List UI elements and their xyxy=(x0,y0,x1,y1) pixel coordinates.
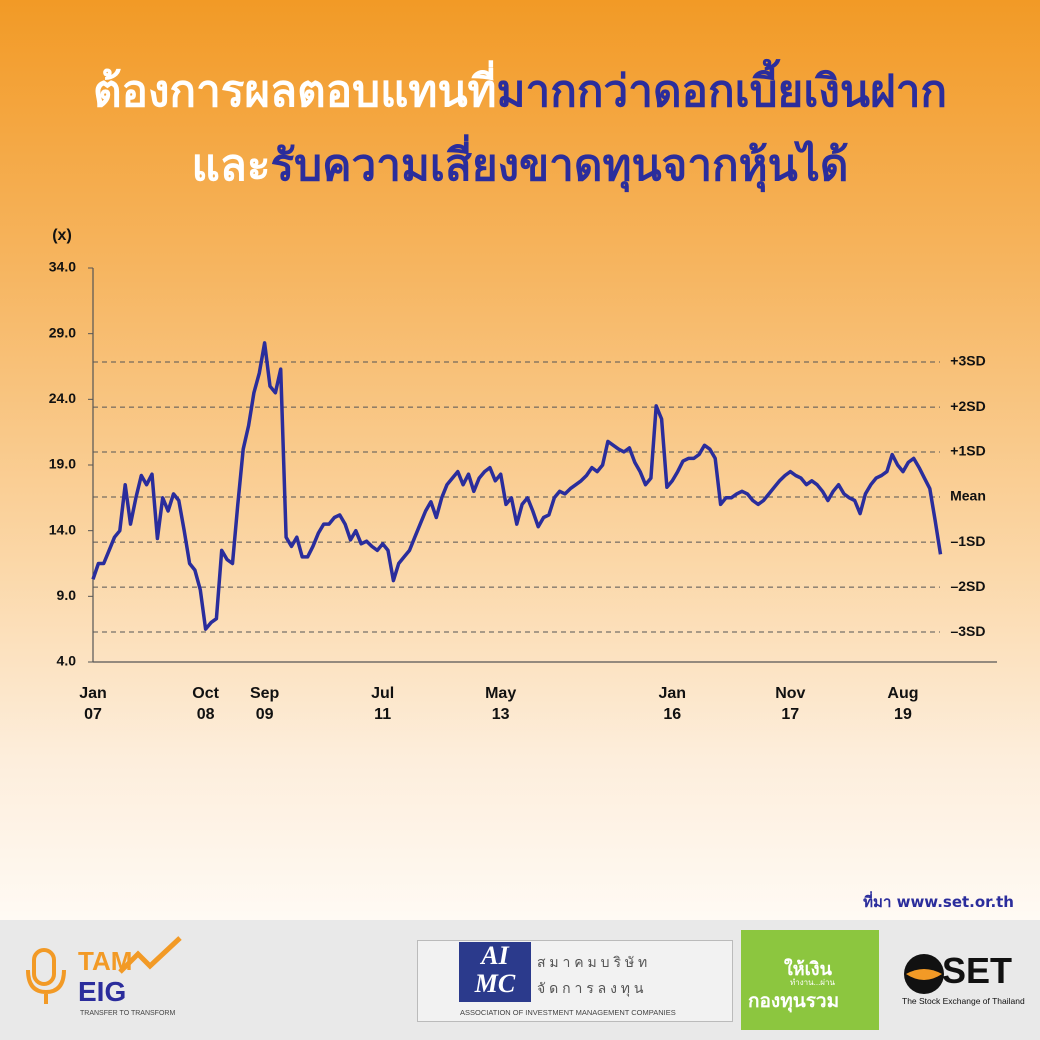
y-tick-label: 24.0 xyxy=(49,390,76,406)
set-wave xyxy=(906,969,942,980)
y-tick-label: 14.0 xyxy=(49,521,76,537)
title-part: และ xyxy=(191,140,271,191)
reference-label: +2SD xyxy=(950,398,985,414)
fund-text: ทำงาน...ผ่าน xyxy=(790,978,835,987)
x-tick-label: Aug 19 xyxy=(887,685,919,723)
aimc-thai: ส ม า ค ม บ ริ ษั ท xyxy=(537,954,648,970)
y-tick-label: 34.0 xyxy=(49,259,76,275)
y-tick-label: 19.0 xyxy=(49,456,76,472)
x-tick-label: Jul 11 xyxy=(371,685,395,723)
aimc-logo: AI MC xyxy=(459,942,531,1002)
aimc-thai: จั ด ก า ร ล ง ทุ น xyxy=(537,980,644,996)
mic-icon xyxy=(32,948,56,986)
arrow-icon xyxy=(118,936,182,974)
reference-label: –3SD xyxy=(950,623,985,639)
reference-label: +1SD xyxy=(950,443,985,459)
title-line: ต้องการผลตอบแทนที่มากกว่าดอกเบี้ยเงินฝาก xyxy=(0,56,1040,126)
footer: TAM EIG TRANSFER TO TRANSFORM AI MC ส ม า… xyxy=(0,920,1040,1040)
fund-logo xyxy=(741,930,879,1030)
reference-label: Mean xyxy=(950,488,986,504)
y-tick-label: 29.0 xyxy=(49,324,76,340)
source: ที่มา www.set.or.th xyxy=(863,893,1014,911)
y-tick-label: 4.0 xyxy=(57,653,77,669)
title-line: และรับความเสี่ยงขาดทุนจากหุ้นได้ xyxy=(0,130,1040,200)
aimc-logo-bottom: MC xyxy=(474,969,516,998)
fund-text: ให้เงิน xyxy=(784,959,832,980)
mic-icon xyxy=(26,969,66,1004)
set-name: SET xyxy=(942,950,1013,991)
reference-label: –1SD xyxy=(950,533,985,549)
y-axis-label: (x) xyxy=(52,227,72,244)
title-part: รับความเสี่ยงขาดทุนจากหุ้นได้ xyxy=(270,140,849,191)
reference-label: –2SD xyxy=(950,578,985,594)
x-tick-label: Jan 07 xyxy=(79,685,107,723)
x-tick-label: Oct 08 xyxy=(192,685,219,723)
set-tagline: The Stock Exchange of Thailand xyxy=(902,996,1025,1006)
x-tick-label: Nov 17 xyxy=(775,685,806,723)
x-tick-label: May 13 xyxy=(485,685,517,723)
title-part: มากกว่าดอกเบี้ยเงินฝาก xyxy=(496,66,948,117)
data-line xyxy=(91,341,943,631)
chart: (x) 4.0 9.0 14.0 19.0 24.0 29.0 34.0 +3SD +2SD +1… xyxy=(49,227,997,669)
aimc-logo-top: AI xyxy=(481,941,509,970)
fund-text: กองทุนรวม xyxy=(748,990,840,1012)
reference-label: +3SD xyxy=(950,353,985,369)
eig-top: TAM xyxy=(78,946,133,976)
eig-tagline: TRANSFER TO TRANSFORM xyxy=(80,1010,176,1017)
set-icon xyxy=(904,954,944,994)
title-part: ต้องการผลตอบแทนที่ xyxy=(92,66,497,117)
eig-logo xyxy=(26,936,182,1004)
aimc-english: ASSOCIATION OF INVESTMENT MANAGEMENT COM… xyxy=(460,1008,676,1017)
eig-name: EIG xyxy=(78,976,127,1007)
x-tick-label: Sep 09 xyxy=(249,685,280,723)
y-tick-label: 9.0 xyxy=(57,587,77,603)
x-tick-label: Jan 16 xyxy=(658,685,687,723)
